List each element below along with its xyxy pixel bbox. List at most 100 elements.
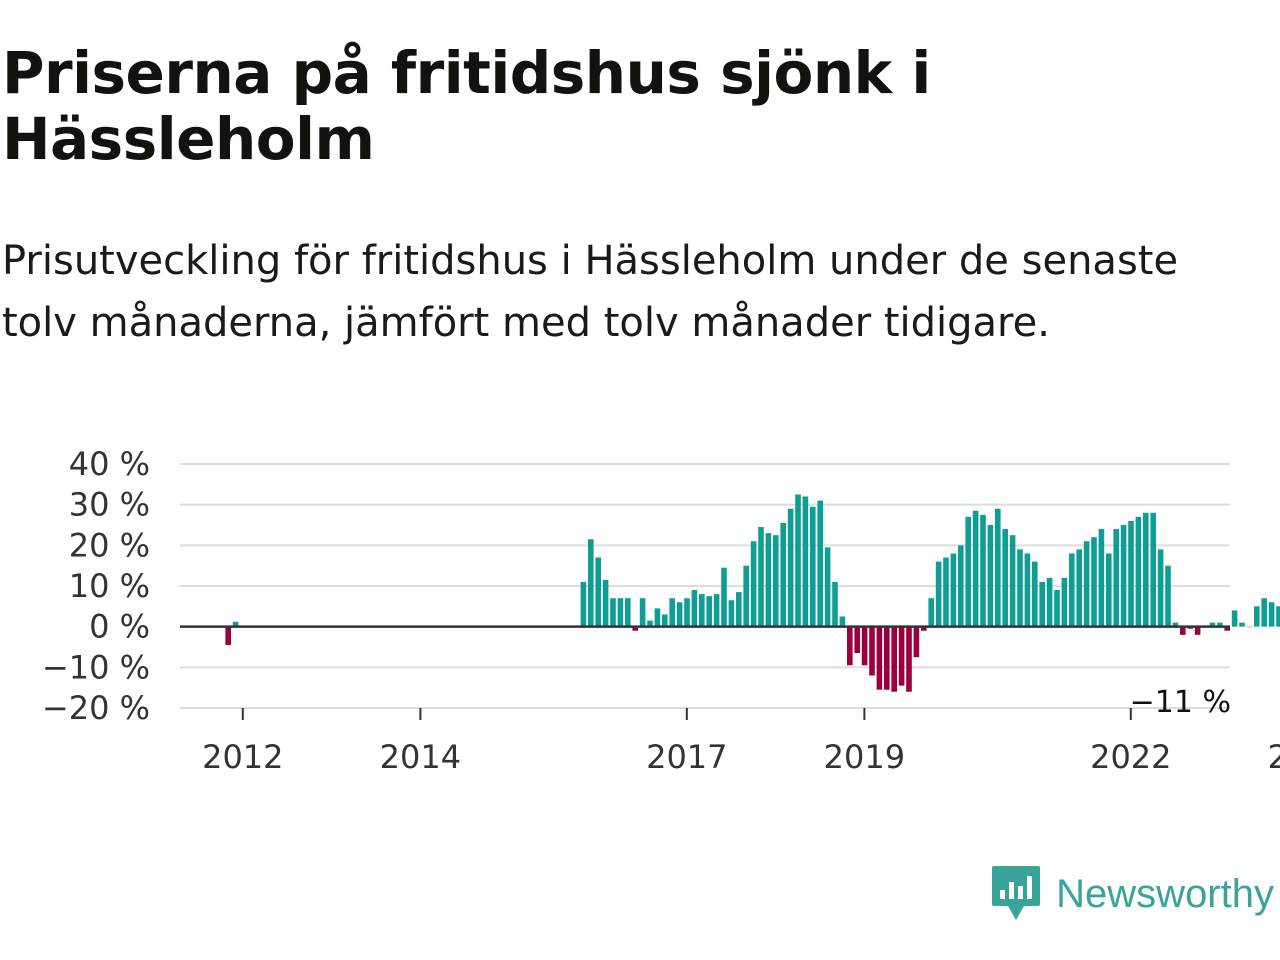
- bar: [588, 539, 594, 627]
- newsworthy-logo-icon: [992, 866, 1041, 920]
- bar: [1246, 626, 1253, 628]
- bar: [1083, 541, 1090, 627]
- bar: [595, 557, 601, 627]
- bar: [1165, 565, 1171, 627]
- bar: [610, 598, 616, 627]
- bar: [647, 620, 653, 627]
- y-tick-label: 40 %: [69, 445, 150, 483]
- bar: [580, 581, 587, 627]
- y-tick-label: 30 %: [69, 486, 150, 524]
- gridlines: [180, 463, 1230, 709]
- bar: [639, 598, 646, 627]
- bar: [1024, 553, 1031, 627]
- bar: [869, 626, 875, 676]
- bar: [1046, 577, 1053, 627]
- bar: [1231, 610, 1238, 627]
- bar: [1061, 577, 1068, 627]
- last-value-label: −11 %: [1130, 685, 1231, 720]
- bar: [1157, 549, 1164, 627]
- y-tick-label: 0 %: [89, 608, 150, 646]
- bar: [1276, 606, 1280, 627]
- bar: [847, 626, 853, 666]
- brand: Newsworthy: [990, 862, 1274, 926]
- bar: [839, 616, 846, 627]
- bar: [758, 527, 764, 627]
- bar: [884, 626, 890, 690]
- bar: [987, 525, 994, 627]
- bar: [980, 514, 986, 627]
- bar: [773, 535, 779, 627]
- bar: [676, 602, 683, 627]
- bar: [1106, 553, 1112, 627]
- bar: [817, 500, 823, 627]
- bar: [602, 579, 609, 627]
- bar: [950, 553, 957, 627]
- y-tick-label: 10 %: [69, 567, 150, 605]
- bar: [1098, 529, 1105, 627]
- bar: [691, 590, 698, 627]
- bar: [1224, 626, 1230, 631]
- bar: [713, 594, 720, 627]
- bar: [1239, 622, 1245, 627]
- bar: [706, 596, 712, 627]
- bar: [736, 592, 742, 627]
- bar: [921, 626, 927, 631]
- bar: [832, 581, 838, 627]
- annotations: −11 %: [1130, 685, 1231, 720]
- bar: [780, 522, 786, 627]
- bar: [898, 626, 905, 686]
- bar: [1002, 529, 1008, 627]
- bar: [935, 561, 942, 627]
- bar: [965, 516, 971, 627]
- bar: [743, 565, 749, 627]
- bar: [943, 557, 949, 627]
- bar: [232, 621, 239, 627]
- bar: [810, 506, 816, 627]
- bar: [876, 626, 883, 690]
- x-axis: 2012 2014 2017 2019 2022 2024: [202, 708, 1280, 776]
- bar: [995, 508, 1001, 627]
- bar: [1254, 606, 1260, 627]
- bar: [1128, 520, 1134, 627]
- bar: [632, 626, 638, 631]
- y-tick-label: 20 %: [69, 526, 150, 564]
- bar: [225, 626, 231, 645]
- bar: [684, 598, 690, 627]
- y-tick-label: −20 %: [42, 689, 150, 727]
- bar: [861, 626, 868, 666]
- bar: [958, 545, 964, 627]
- bar: [1017, 549, 1023, 627]
- x-tick-label: 2024: [1268, 738, 1280, 776]
- bar: [662, 614, 668, 627]
- x-tick-label: 2022: [1090, 738, 1171, 776]
- bar: [699, 594, 705, 627]
- bar: [721, 567, 727, 627]
- bar: [1150, 512, 1156, 627]
- bar: [891, 626, 897, 692]
- bar: [1113, 529, 1119, 627]
- bar: [765, 533, 772, 627]
- chart-subtitle: Prisutveckling för fritidshus i Hässleho…: [2, 238, 1179, 346]
- y-tick-label: −10 %: [42, 648, 150, 686]
- bar: [1209, 622, 1216, 627]
- x-tick-label: 2012: [202, 738, 283, 776]
- bar: [1194, 626, 1201, 635]
- bar: [1172, 622, 1179, 627]
- brand-name: Newsworthy: [1056, 871, 1274, 916]
- x-tick-label: 2014: [380, 738, 461, 776]
- bar: [787, 508, 794, 627]
- bar: [928, 598, 934, 627]
- bar: [750, 541, 757, 627]
- bar: [854, 626, 860, 654]
- bar: [824, 547, 831, 627]
- bar: [1261, 598, 1267, 627]
- bar: [728, 600, 735, 627]
- bar: [1039, 581, 1045, 627]
- bar: [1009, 535, 1016, 627]
- bar: [669, 598, 675, 627]
- bar: [795, 494, 801, 627]
- y-axis-labels: 40 %30 %20 %10 %0 %−10 %−20 %: [42, 445, 150, 727]
- bar: [1120, 525, 1127, 627]
- bar: [1135, 516, 1142, 627]
- bar: [1076, 549, 1082, 627]
